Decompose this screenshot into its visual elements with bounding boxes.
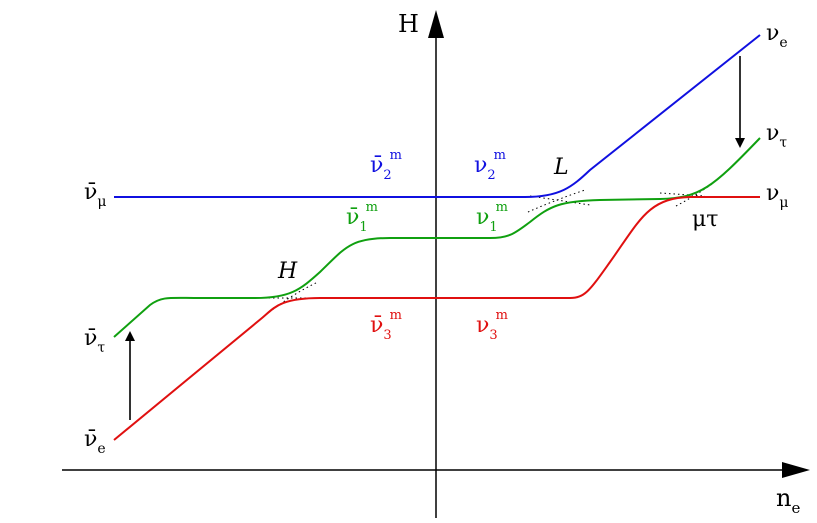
- label-nu-2m: ν2m: [474, 148, 506, 183]
- label-nu-1m: ν1m: [476, 200, 508, 235]
- green-curve: [113, 137, 761, 338]
- x-axis-label: ne: [776, 484, 800, 517]
- resonance-label-H: H: [277, 259, 298, 284]
- dotted-crossing-mutau-1: [659, 192, 706, 197]
- y-axis-label: H: [398, 10, 419, 38]
- label-antinu-tau: ν̄τ: [84, 326, 105, 356]
- label-nu-tau: ντ: [766, 121, 787, 151]
- label-nu-mu: νμ: [766, 181, 788, 211]
- dotted-crossing-L-1: [527, 189, 586, 213]
- label-nu-3m: ν3m: [476, 308, 508, 343]
- label-nu-e: νe: [766, 21, 788, 51]
- resonance-label-L: L: [553, 155, 569, 180]
- label-antinu-3m: ν̄3m: [370, 308, 402, 343]
- blue-curve: [114, 34, 761, 198]
- label-antinu-e: ν̄e: [84, 427, 106, 457]
- resonance-label-mutau: μτ: [692, 207, 718, 232]
- dotted-crossing-L-2: [529, 195, 591, 206]
- red-curve: [113, 196, 760, 441]
- y-axis-arrowhead: [428, 10, 444, 38]
- label-antinu-1m: ν̄1m: [346, 200, 378, 235]
- label-antinu-mu: ν̄μ: [84, 180, 106, 210]
- x-axis-arrowhead: [782, 462, 810, 478]
- label-antinu-2m: ν̄2m: [370, 148, 402, 183]
